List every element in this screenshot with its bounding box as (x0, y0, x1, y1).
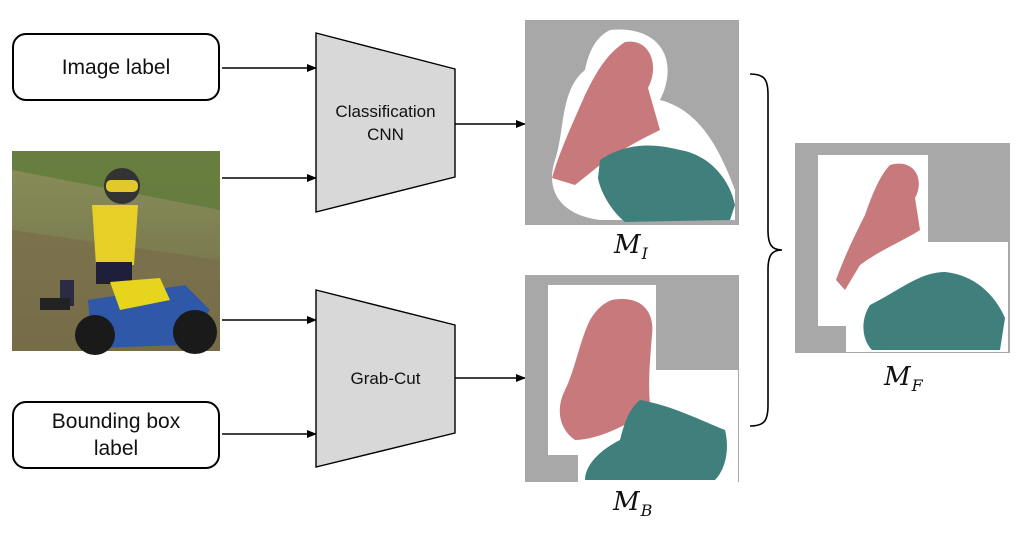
classification-cnn-block (315, 32, 456, 213)
bounding-box-label-box: Bounding box label (12, 401, 220, 469)
mask-mf (795, 143, 1010, 353)
grab-cut-block (315, 289, 456, 468)
classification-cnn-line1: Classification (335, 102, 436, 121)
bounding-box-label-line2: label (93, 437, 139, 460)
image-label-box: Image label (12, 33, 220, 101)
mf-subscript: F (911, 376, 923, 395)
bounding-box-label-line1: Bounding box (51, 410, 181, 433)
mf-letter: M (884, 362, 911, 392)
mi-symbol: MI (614, 230, 648, 263)
classification-cnn-line2: CNN (367, 125, 404, 144)
grab-cut-text: Grab-Cut (350, 369, 421, 388)
input-photo (12, 151, 220, 355)
mf-symbol: MF (884, 362, 923, 395)
mask-mb (525, 275, 739, 482)
mb-symbol: MB (613, 487, 652, 520)
mb-subscript: B (640, 501, 653, 520)
mi-letter: M (614, 230, 641, 260)
mask-mi (525, 20, 739, 225)
grab-cut-label: Grab-Cut (316, 367, 455, 390)
mi-subscript: I (641, 244, 648, 263)
merge-brace (749, 73, 783, 427)
mb-letter: M (613, 487, 640, 517)
image-label-text: Image label (61, 55, 171, 79)
classification-cnn-label: Classification CNN (316, 100, 455, 146)
